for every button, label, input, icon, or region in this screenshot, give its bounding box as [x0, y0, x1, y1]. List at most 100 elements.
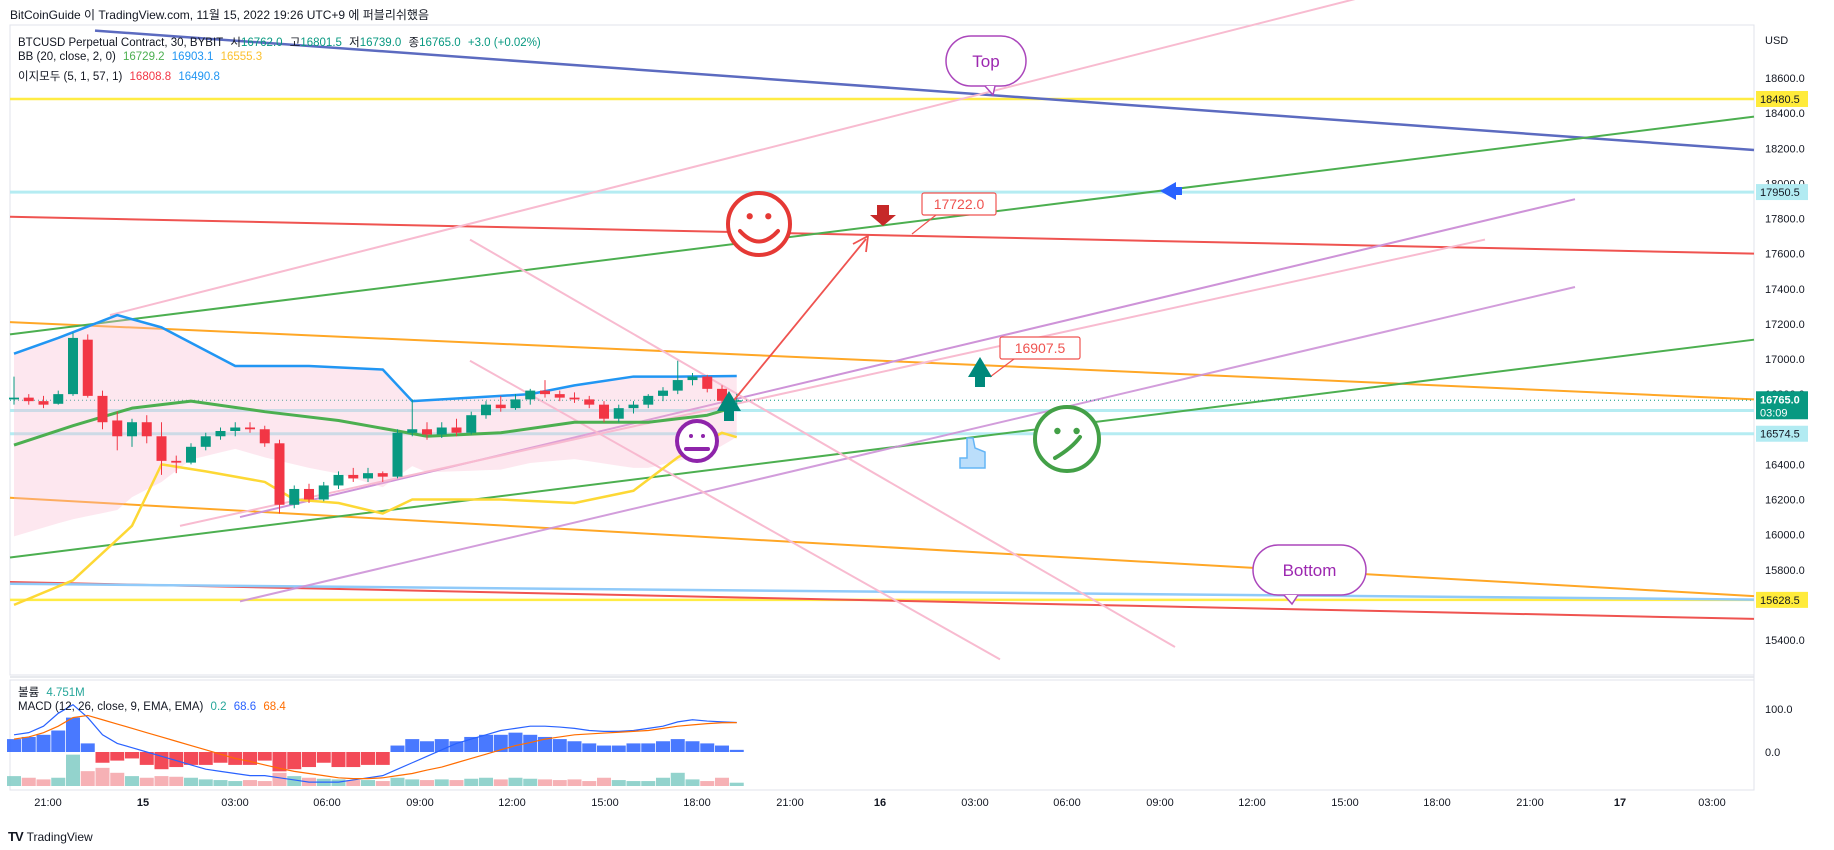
macd-histogram-bar: [479, 734, 493, 752]
volume-bar: [331, 779, 346, 786]
macd-histogram-bar: [626, 743, 641, 752]
time-axis-label: 15:00: [1331, 797, 1359, 809]
candle-body: [289, 488, 300, 505]
time-axis-label: 12:00: [498, 797, 526, 809]
volume-bar: [582, 781, 597, 786]
footer-brand-label: TradingView: [26, 829, 93, 844]
price-tag-box: [1756, 90, 1808, 107]
candle-body: [348, 474, 359, 479]
volume-bar: [228, 781, 243, 786]
price-tick-label: 18600.0: [1765, 73, 1805, 85]
legend-bb-lower: 16555.3: [220, 51, 263, 63]
macd-tick-label: 100.0: [1765, 704, 1793, 716]
volume-bar: [538, 779, 552, 786]
candle-body: [466, 415, 477, 433]
worried-face-icon-mouth: [1053, 435, 1082, 460]
time-axis-label: 18:00: [683, 797, 711, 809]
candle-body: [628, 404, 639, 409]
candle-body: [156, 436, 167, 461]
up-arrow-small-icon: [717, 391, 741, 421]
macd-histogram-bar: [715, 745, 729, 752]
macd-histogram-bar: [361, 752, 375, 765]
volume-bar: [656, 777, 670, 786]
main-pane: [9, 24, 1755, 676]
volume-bar: [257, 781, 272, 786]
price-tick-label: 16200.0: [1765, 495, 1805, 507]
legend-bb-row[interactable]: BB (20, close, 2, 0) 16729.2 16903.1 165…: [18, 51, 266, 63]
volume-bar: [405, 779, 420, 786]
price-axis-currency: USD: [1765, 35, 1788, 47]
volume-bar: [95, 767, 110, 786]
legend-bb-upper: 16903.1: [171, 51, 214, 63]
macd-histogram-bar: [582, 743, 597, 752]
legend-open: 16762.0: [240, 37, 283, 49]
price-tag-box: [1756, 184, 1808, 201]
candle-body: [658, 390, 668, 396]
pink-descending-line-1: [469, 238, 1176, 648]
projection-arrow-line: [729, 238, 867, 406]
volume-bar: [597, 777, 611, 786]
volume-bar: [685, 779, 700, 786]
volume-bar: [493, 779, 508, 786]
time-axis-label: 16: [874, 797, 886, 809]
volume-bar: [420, 780, 434, 786]
yellow-moving-average-line: [13, 431, 738, 607]
macd-histogram-bar: [493, 734, 508, 752]
price-tick-label: 17200.0: [1765, 319, 1805, 331]
macd-histogram-bar: [302, 752, 316, 768]
candle-body: [643, 395, 654, 405]
candle-body: [82, 339, 93, 396]
top-callout-tail: [984, 85, 996, 97]
time-axis-label: 15: [137, 797, 149, 809]
candle-body: [38, 401, 49, 405]
legend-symbol[interactable]: BTCUSD Perpetual Contract, 30, BYBIT: [18, 37, 224, 49]
worried-face-icon-eye: [1054, 427, 1061, 435]
projection-arrow-head-icon: [852, 234, 870, 253]
macd-histogram-bar: [523, 734, 538, 752]
green-channel-top: [9, 115, 1755, 336]
legend-volume-row[interactable]: 볼륨 4.751M: [18, 684, 89, 700]
volume-bar: [390, 777, 405, 786]
volume-bar: [287, 776, 302, 786]
time-axis-label: 12:00: [1238, 797, 1266, 809]
candle-body: [613, 408, 624, 419]
price-tick-label: 18200.0: [1765, 143, 1805, 155]
legend-volume-value: 4.751M: [46, 687, 85, 699]
price-tag-label: 16574.5: [1760, 429, 1800, 441]
legend-ma-label: 이지모두 (5, 1, 57, 1): [18, 71, 123, 83]
legend-macd-hist: 0.2: [210, 701, 227, 713]
volume-bar: [80, 771, 95, 786]
volume-bar: [449, 780, 464, 786]
candle-body: [274, 443, 285, 505]
macd-histogram-bar: [316, 752, 331, 763]
legend-macd-macd: 68.6: [233, 701, 257, 713]
macd-histogram-bar: [611, 745, 626, 752]
volume-bar: [567, 779, 582, 786]
legend-low: 16739.0: [359, 37, 402, 49]
price-tick-label: 17800.0: [1765, 214, 1805, 226]
legend-bb-basis: 16729.2: [123, 51, 165, 63]
legend-ma-row[interactable]: 이지모두 (5, 1, 57, 1) 16808.8 16490.8: [18, 68, 224, 84]
volume-bar: [198, 779, 213, 786]
price-tag-box: [1756, 425, 1808, 442]
bottom-callout-bubble: [1252, 544, 1367, 596]
candle-body: [687, 376, 698, 381]
macd-histogram-bar: [390, 745, 405, 752]
volume-bar: [700, 781, 715, 786]
legend-macd-row[interactable]: MACD (12, 26, close, 9, EMA, EMA) 0.2 68…: [18, 701, 290, 713]
price-tag-box: [1756, 591, 1808, 608]
candle-body: [9, 397, 19, 400]
legend-high: 16801.5: [300, 37, 342, 49]
footer-brand[interactable]: TV TradingView: [8, 829, 93, 844]
candle-body: [186, 446, 196, 463]
bottom-callout-tail: [1283, 594, 1299, 606]
price-tick-label: 18400.0: [1765, 108, 1805, 120]
time-axis-label: 03:00: [1698, 797, 1726, 809]
volume-bar: [154, 776, 169, 786]
macd-histogram-bar: [670, 739, 685, 752]
candle-body: [392, 432, 403, 477]
volume-bar: [464, 778, 479, 786]
legend-close-label: 종: [408, 37, 420, 49]
macd-histogram-bar: [154, 752, 169, 770]
